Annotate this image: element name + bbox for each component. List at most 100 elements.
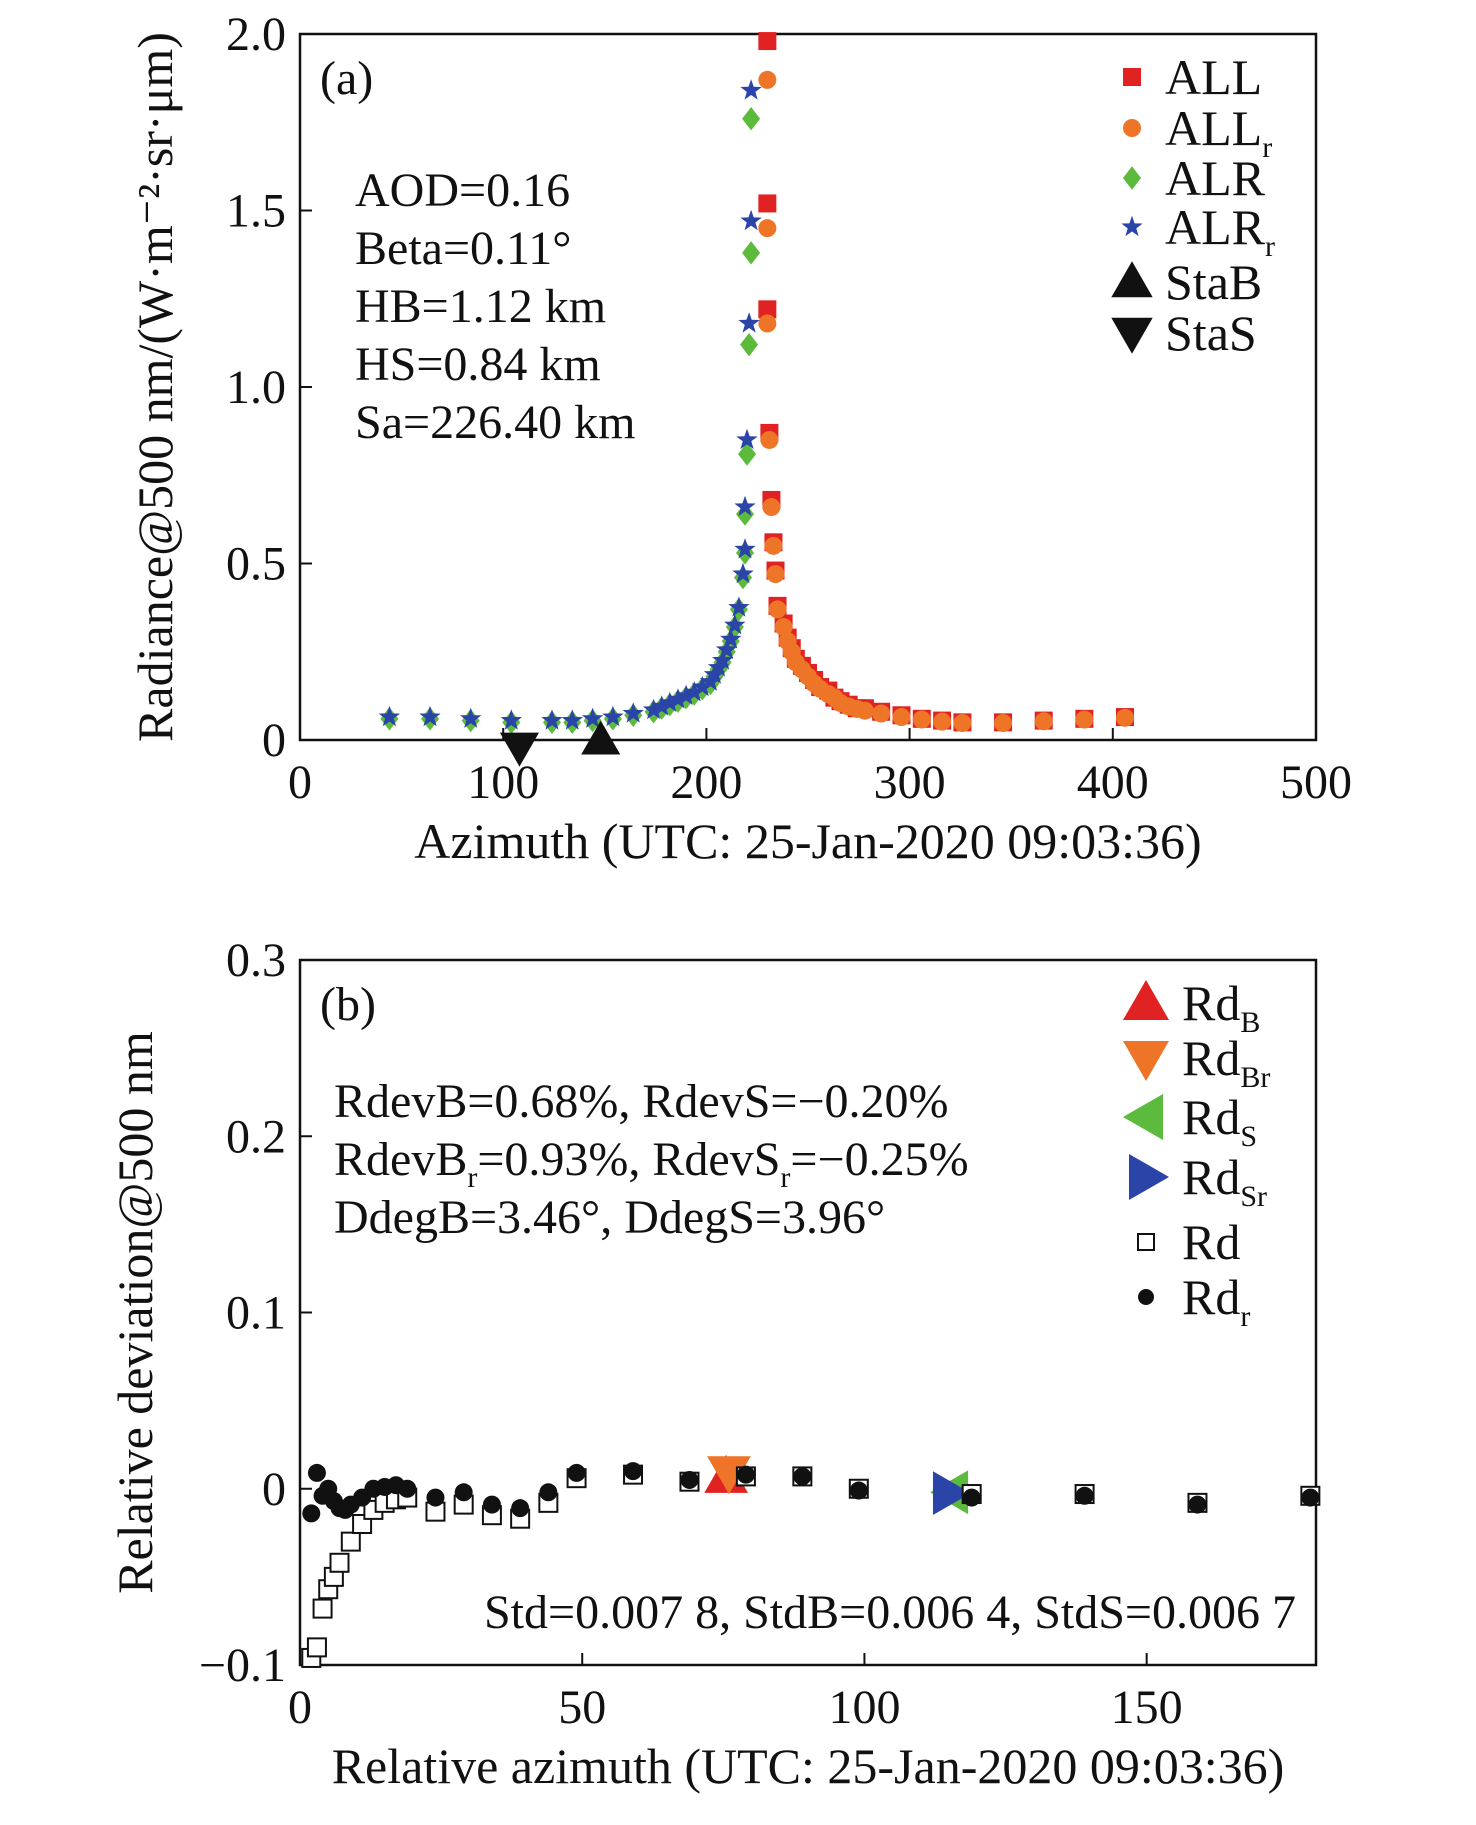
series-Rdr: [302, 1462, 1320, 1523]
data-point-ALRr: [683, 681, 705, 702]
legend-label-main: ALR: [1165, 199, 1266, 255]
legend-marker-Rdr: [1138, 1289, 1154, 1305]
data-point-ALRr: [740, 209, 762, 231]
data-point-ALRr: [602, 705, 624, 727]
plot-frame: [298, 958, 1318, 1667]
legend-label: Rdr: [1182, 1269, 1250, 1333]
data-point-Rdr: [426, 1488, 445, 1507]
y-tick-label: 1.5: [226, 185, 286, 238]
legend-marker-StaS: [1111, 317, 1153, 354]
data-point-ALRr: [732, 562, 754, 584]
data-point-ALLr: [766, 565, 785, 584]
legend-label: ALLr: [1165, 100, 1272, 164]
data-point-ALRr: [724, 614, 746, 635]
data-point-ALLr: [912, 710, 931, 729]
legend-label: RdB: [1182, 975, 1260, 1039]
legend-marker-ALLr: [1123, 119, 1141, 137]
data-point-ALL: [758, 194, 777, 213]
data-point-RdBr: [707, 1456, 751, 1495]
legend-label-sub: r: [1265, 230, 1275, 263]
series-ALRr: [378, 79, 762, 730]
data-point-ALLr: [758, 314, 777, 333]
data-point-Rdr: [1301, 1488, 1320, 1507]
series-RdSr: [932, 1471, 971, 1516]
data-point-Rdr: [624, 1462, 643, 1481]
series-ALL: [758, 32, 1134, 732]
data-point-ALRr: [728, 596, 750, 617]
data-point-Rdr: [539, 1483, 558, 1502]
data-point-Rdr: [736, 1465, 755, 1484]
data-point-ALRr: [500, 709, 522, 730]
legend-label: Rd: [1182, 1214, 1240, 1270]
legend-label-main: ALL: [1165, 49, 1262, 105]
x-tick-label: 400: [1077, 756, 1149, 809]
x-tick-label: 100: [828, 1681, 900, 1734]
annotation-text: HB=1.12 km: [355, 280, 606, 333]
x-tick-label: 50: [558, 1681, 606, 1734]
data-point-ALLr: [758, 219, 777, 238]
data-point-ALLr: [933, 712, 952, 731]
legend-label-main: StaS: [1165, 305, 1257, 361]
y-tick-label: 2.0: [226, 8, 286, 61]
y-tick-label: 0: [262, 714, 286, 767]
legend-label: ALRr: [1165, 199, 1275, 263]
data-point-ALLr: [774, 618, 793, 637]
x-tick-label: 0: [288, 1681, 312, 1734]
y-tick-label: 1.0: [226, 361, 286, 414]
annotation-text: Sa=226.40 km: [355, 396, 635, 449]
y-tick-label: 0.2: [226, 1110, 286, 1163]
data-point-ALLr: [994, 714, 1013, 733]
data-point-ALRr: [667, 688, 689, 709]
annotation-text: HS=0.84 km: [355, 338, 601, 391]
data-point-Rdr: [454, 1483, 473, 1502]
data-point-StaS: [499, 732, 540, 767]
data-point-ALLr: [855, 701, 874, 720]
legend-label-sub: Sr: [1240, 1180, 1267, 1213]
data-point-ALRr: [622, 702, 644, 723]
data-point-ALR: [742, 241, 761, 265]
annotation-part: r: [780, 1161, 790, 1194]
legend-label-main: Rd: [1182, 1030, 1240, 1086]
legend-marker-ALL: [1123, 68, 1141, 86]
data-point-ALRr: [734, 495, 756, 517]
x-axis-label: Relative azimuth (UTC: 25-Jan-2020 09:03…: [332, 1738, 1285, 1794]
y-tick-label: −0.1: [199, 1639, 286, 1692]
data-point-ALRr: [659, 691, 681, 712]
data-point-ALLr: [762, 498, 781, 517]
data-point-ALRr: [642, 698, 665, 720]
y-tick-label: 0.1: [226, 1287, 286, 1340]
legend-label: ALL: [1165, 49, 1262, 105]
data-point-ALRr: [378, 705, 401, 727]
legend-label-sub: Br: [1240, 1061, 1270, 1094]
legend-label-sub: B: [1240, 1006, 1260, 1039]
legend-marker-ALR: [1123, 166, 1141, 190]
data-point-Rdr: [302, 1504, 321, 1523]
y-axis-label: Radiance@500 nm/(W·m⁻²·sr·μm): [127, 32, 183, 742]
legend-label: RdBr: [1182, 1030, 1270, 1094]
legend-marker-ALRr: [1121, 215, 1143, 237]
legend-label: RdS: [1182, 1089, 1257, 1153]
legend-marker-Rd: [1137, 1233, 1155, 1251]
legend-label-main: StaB: [1165, 254, 1262, 310]
data-point-Rdr: [962, 1488, 981, 1507]
data-point-Rdr: [511, 1499, 530, 1518]
data-point-ALR: [740, 332, 759, 357]
x-tick-label: 150: [1111, 1681, 1183, 1734]
x-axis-label: Azimuth (UTC: 25-Jan-2020 09:03:36): [414, 813, 1201, 869]
data-point-Rd: [340, 1531, 361, 1552]
std-annotation: Std=0.007 8, StdB=0.006 4, StdS=0.006 7: [484, 1586, 1296, 1639]
x-tick-label: 300: [874, 756, 946, 809]
data-point-Rd: [312, 1598, 333, 1619]
data-point-ALLr: [953, 714, 972, 733]
data-point-ALRr: [541, 709, 563, 730]
data-point-ALLr: [1115, 708, 1134, 727]
legend-label-sub: r: [1262, 131, 1272, 164]
data-point-ALRr: [460, 707, 482, 728]
annotation-text: RdevBr=0.93%, RdevSr=−0.25%: [334, 1133, 969, 1194]
y-tick-label: 0: [262, 1463, 286, 1516]
legend-label-sub: r: [1240, 1300, 1250, 1333]
